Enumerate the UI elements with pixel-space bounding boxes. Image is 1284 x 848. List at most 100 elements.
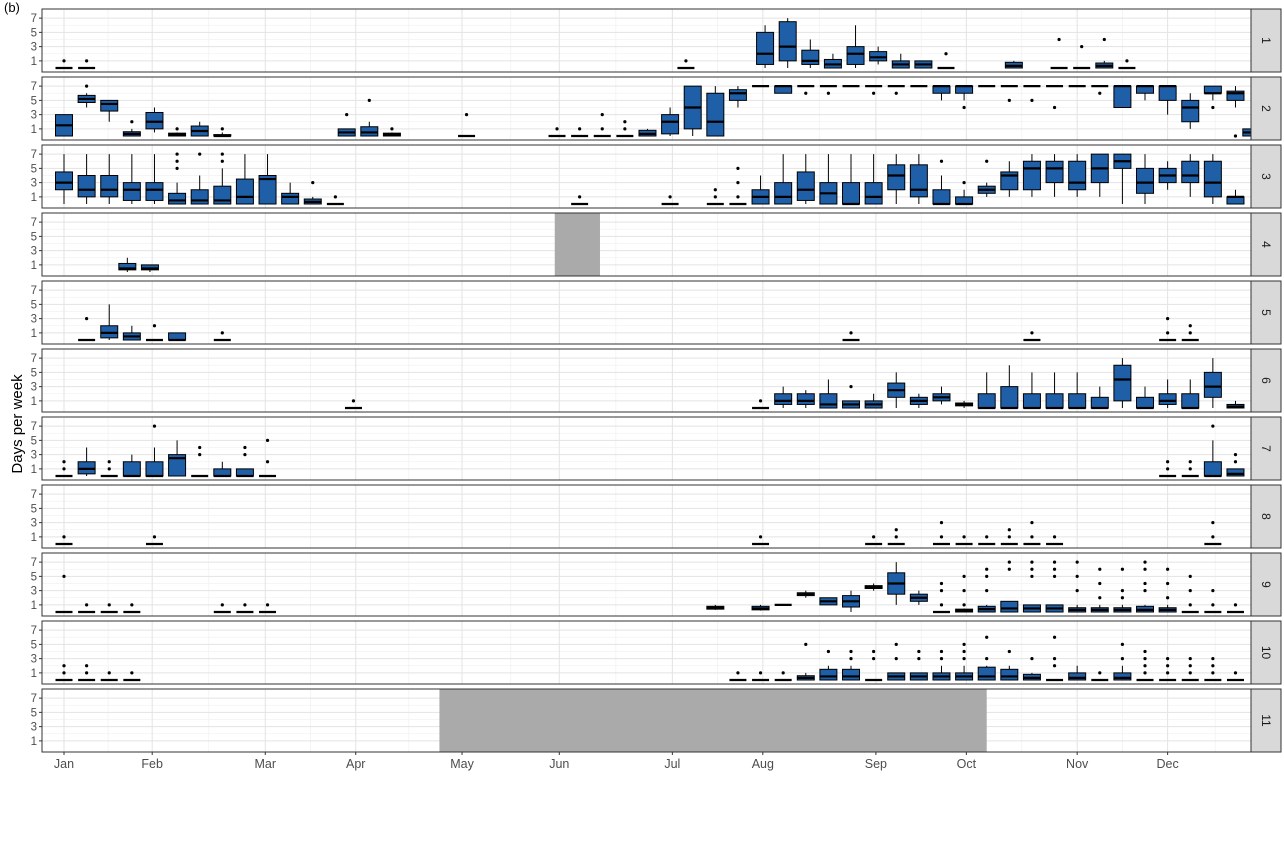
outlier-point [1166,596,1170,600]
outlier-point [1098,671,1102,675]
y-tick-label: 7 [31,489,37,501]
box [819,668,838,681]
outlier-point [1075,574,1079,578]
outlier-point [894,535,898,539]
x-tick-label: Nov [1066,757,1089,771]
box [1181,393,1200,409]
outlier-point [894,657,898,661]
facet-strip [1250,76,1282,141]
y-tick-label: 7 [31,557,37,569]
outlier-point [872,657,876,661]
outlier-point [107,671,111,675]
outlier-point [600,127,604,131]
x-tick-label: Oct [957,757,977,771]
outlier-point [1211,535,1215,539]
box [819,393,838,409]
y-tick-label: 1 [31,124,37,136]
outlier-point [130,120,134,124]
outlier-point [962,105,966,110]
outlier-point [1120,596,1124,600]
outlier-point [1166,331,1170,335]
outlier-point [623,127,627,131]
y-tick-label: 7 [31,625,37,637]
x-tick-label: Feb [141,757,163,771]
panel-background [42,621,1251,684]
y-tick-label: 3 [31,110,37,122]
box [1090,396,1109,409]
outlier-point [107,603,111,607]
outlier-point [1166,317,1170,321]
outlier-point [985,589,989,593]
outlier-point [894,91,898,95]
outlier-point [85,671,89,675]
facet-strip-label: 4 [1259,241,1273,248]
outlier-point [894,642,898,646]
outlier-point [1120,642,1124,646]
outlier-point [1188,664,1192,668]
outlier-point [265,438,270,442]
y-tick-label: 5 [31,163,37,175]
outlier-point [962,642,966,646]
outlier-point [1166,664,1170,668]
y-tick-label: 1 [31,396,37,408]
box [977,393,996,409]
outlier-point [390,127,394,131]
outlier-point [758,671,763,675]
outlier-point [962,603,966,607]
outlier-point [1143,567,1147,571]
outlier-point [939,581,944,586]
outlier-point [939,535,944,539]
outlier-point [62,664,66,668]
outlier-point [1143,671,1147,675]
outlier-point [1030,574,1034,578]
outlier-point [351,399,356,403]
box [1158,393,1177,405]
y-tick-label: 3 [31,450,37,462]
outlier-point [1102,37,1106,42]
box [145,461,164,477]
outlier-point [578,127,582,131]
outlier-point [1052,657,1057,661]
outlier-point [826,649,831,654]
outlier-point [1211,671,1215,675]
outlier-point [62,467,66,471]
y-tick-label: 7 [31,285,37,297]
outlier-point [1143,560,1147,564]
y-tick-label: 3 [31,314,37,326]
facet-strip [1250,416,1282,481]
outlier-point [62,460,66,464]
box [1000,668,1019,681]
outlier-point [1030,331,1034,335]
outlier-point [1120,589,1124,593]
box [1181,99,1200,123]
box [1158,85,1177,101]
y-tick-label: 3 [31,382,37,394]
y-tick-label: 5 [31,231,37,243]
outlier-point [985,535,989,539]
outlier-point [1143,581,1147,586]
y-tick-label: 5 [31,503,37,515]
outlier-point [152,324,157,328]
outlier-point [1188,331,1192,335]
outlier-point [1075,589,1079,593]
y-tick-label: 1 [31,532,37,544]
outlier-point [220,127,224,131]
outlier-point [668,195,672,199]
box [932,189,951,205]
outlier-point [1143,589,1147,593]
outlier-point [1007,567,1011,571]
outlier-point [62,671,66,675]
outlier-point [1188,657,1192,661]
outlier-point [367,98,371,102]
box [1000,600,1019,613]
outlier-point [1211,589,1215,593]
outlier-point [85,664,89,668]
outlier-point [1052,560,1057,564]
y-tick-label: 3 [31,518,37,530]
outlier-point [849,331,853,335]
outlier-point [1120,567,1124,571]
outlier-point [826,91,831,95]
outlier-point [1188,671,1192,675]
box [122,182,141,201]
